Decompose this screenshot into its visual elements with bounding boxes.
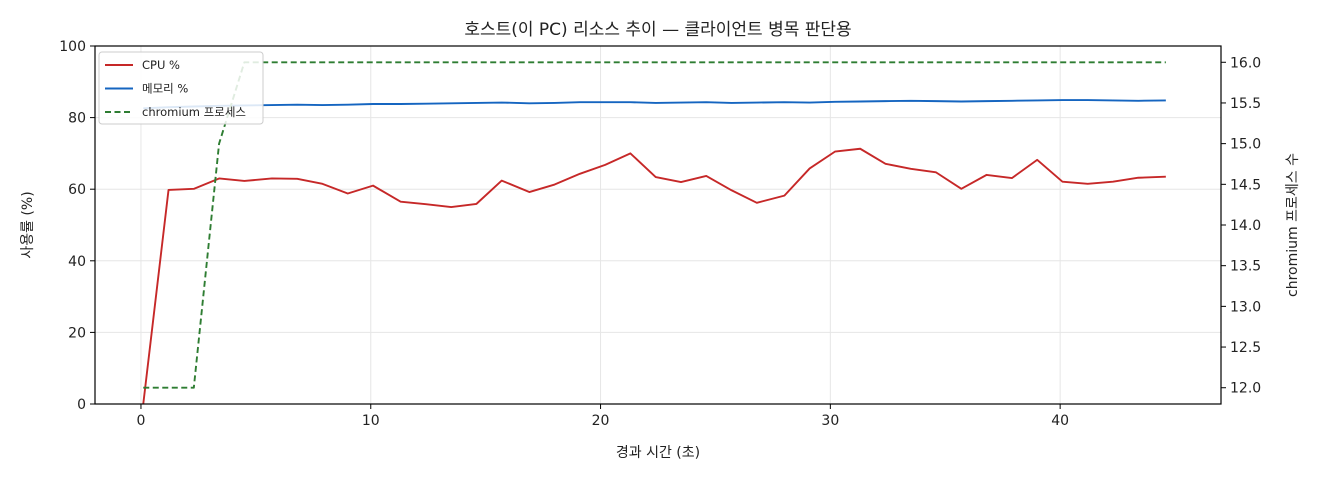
y-axis-right: 12.0 12.5 13.0 13.5 14.0 14.5 15.0 15.5 16.0 xyxy=(1221,55,1261,397)
plot-series xyxy=(142,61,1166,404)
y-tick-label: 0 xyxy=(77,397,86,413)
series-line-2 xyxy=(143,61,1166,389)
chart-title: 호스트(이 PC) 리소스 추이 — 클라이언트 병목 판단용 xyxy=(464,20,851,40)
legend-label: chromium 프로세스 xyxy=(142,105,246,119)
y-tick-label: 40 xyxy=(68,254,86,270)
y2-tick-label: 12.0 xyxy=(1230,381,1261,397)
x-tick-label: 40 xyxy=(1051,413,1069,429)
y2-tick-label: 15.5 xyxy=(1230,96,1261,112)
series-line-1 xyxy=(143,99,1166,110)
legend-label: CPU % xyxy=(142,58,180,72)
series-line-0 xyxy=(142,147,1166,404)
y2-tick-label: 12.5 xyxy=(1230,340,1261,356)
x-axis-label: 경과 시간 (초) xyxy=(616,445,700,461)
x-tick-label: 20 xyxy=(592,413,610,429)
x-axis: 0 10 20 30 40 xyxy=(136,404,1069,429)
legend-box xyxy=(98,51,264,125)
y2-axis-label: chromium 프로세스 수 xyxy=(1285,153,1301,297)
y2-tick-label: 13.0 xyxy=(1230,299,1261,315)
y-tick-label: 100 xyxy=(59,39,86,55)
y2-tick-label: 14.5 xyxy=(1230,177,1261,193)
legend: CPU % 메모리 % chromium 프로세스 xyxy=(98,51,264,125)
x-tick-label: 10 xyxy=(362,413,380,429)
y-tick-label: 20 xyxy=(68,325,86,341)
y2-tick-label: 16.0 xyxy=(1230,55,1261,71)
y2-tick-label: 13.5 xyxy=(1230,259,1261,275)
y-tick-label: 60 xyxy=(68,182,86,198)
legend-label: 메모리 % xyxy=(142,82,188,96)
y-axis-left: 0 20 40 60 80 100 xyxy=(59,39,95,413)
y-axis-label: 사용률 (%) xyxy=(20,191,36,258)
x-tick-label: 30 xyxy=(821,413,839,429)
y2-tick-label: 14.0 xyxy=(1230,218,1261,234)
y-tick-label: 80 xyxy=(68,111,86,127)
x-tick-label: 0 xyxy=(136,413,145,429)
y2-tick-label: 15.0 xyxy=(1230,137,1261,153)
